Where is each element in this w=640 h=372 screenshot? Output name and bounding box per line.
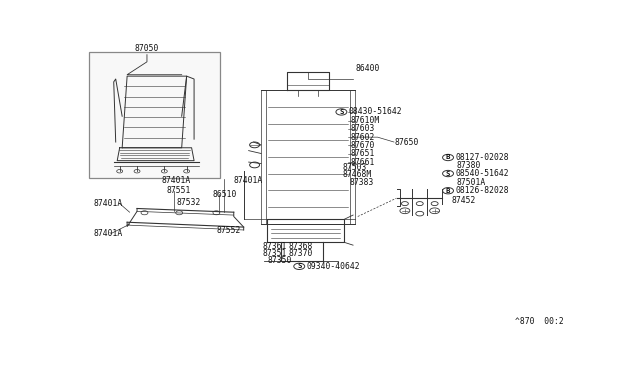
Text: 87380: 87380	[457, 161, 481, 170]
Text: S: S	[446, 170, 450, 177]
Text: 87401A: 87401A	[161, 176, 190, 185]
Text: 87350: 87350	[268, 256, 292, 265]
Text: 87401A: 87401A	[94, 229, 123, 238]
Text: 08430-51642: 08430-51642	[349, 108, 403, 116]
Text: 87670: 87670	[350, 141, 374, 150]
Text: S: S	[297, 263, 301, 269]
Text: 87050: 87050	[135, 44, 159, 53]
Text: 08540-51642: 08540-51642	[456, 169, 509, 178]
Text: 87651: 87651	[350, 149, 374, 158]
Text: B: B	[446, 188, 450, 194]
Text: 87501A: 87501A	[457, 178, 486, 187]
Text: 87383: 87383	[349, 178, 374, 187]
Text: 87610M: 87610M	[350, 116, 380, 125]
Text: 87468M: 87468M	[343, 170, 372, 179]
Text: 87661: 87661	[350, 158, 374, 167]
Text: 87503: 87503	[343, 163, 367, 172]
Text: 86510: 86510	[213, 190, 237, 199]
Text: 08126-82028: 08126-82028	[456, 186, 509, 195]
Text: 87370: 87370	[288, 248, 313, 258]
Text: 87552: 87552	[216, 226, 241, 235]
Text: 87603: 87603	[350, 124, 374, 133]
Bar	[89, 52, 220, 178]
Text: 09340-40642: 09340-40642	[307, 262, 360, 271]
Text: 87368: 87368	[288, 242, 313, 251]
Text: 87452: 87452	[452, 196, 476, 205]
Text: 87361: 87361	[262, 242, 287, 251]
Text: 87401A: 87401A	[234, 176, 263, 185]
Text: 87532: 87532	[177, 198, 201, 207]
Text: 87551: 87551	[167, 186, 191, 195]
Text: 87351: 87351	[262, 248, 287, 258]
Text: ^870  00:2: ^870 00:2	[515, 317, 564, 326]
Text: 08127-02028: 08127-02028	[456, 153, 509, 162]
Text: 87401A: 87401A	[94, 199, 123, 208]
Text: 86400: 86400	[355, 64, 380, 73]
Text: 87650: 87650	[395, 138, 419, 147]
Text: S: S	[339, 109, 344, 115]
Text: 87602: 87602	[350, 133, 374, 142]
Text: B: B	[446, 154, 450, 160]
